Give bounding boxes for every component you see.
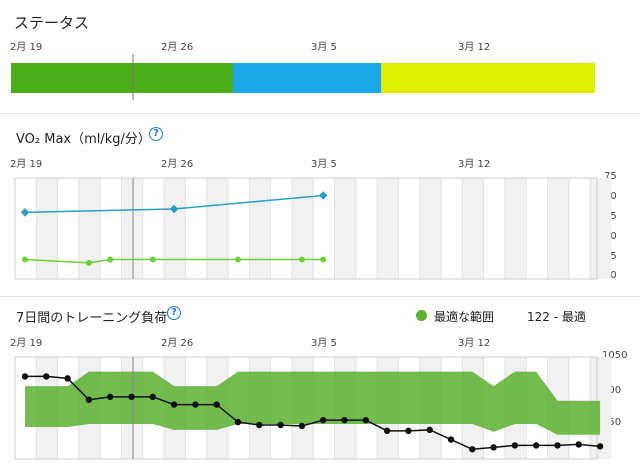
load-date-1: 2月 26 (161, 338, 194, 349)
status-date-0: 2月 19 (10, 42, 43, 53)
load-status-value: 122 - 最適 (527, 310, 586, 324)
load-point (85, 396, 93, 403)
vo2-point (235, 256, 241, 263)
load-ytick-0: 1050 (602, 350, 628, 361)
vo2-date-3: 3月 12 (458, 159, 491, 170)
vo2-grid-col (419, 178, 441, 279)
vo2-point (298, 256, 305, 263)
load-help-icon[interactable]: ? (167, 306, 181, 320)
vo2-point (85, 259, 92, 266)
vo2-plot-frame (14, 177, 598, 280)
load-date-3: 3月 12 (458, 338, 491, 349)
divider-2 (0, 296, 640, 297)
load-point (298, 422, 306, 430)
vo2-point (169, 204, 179, 214)
load-point (149, 393, 156, 401)
legend-optimal-swatch (416, 310, 427, 321)
load-point (192, 401, 199, 408)
load-point (575, 441, 582, 448)
vo2-grid-col (78, 178, 101, 279)
load-point (405, 427, 412, 435)
load-point (447, 436, 455, 443)
vo2-point (320, 256, 327, 263)
load-point (341, 416, 348, 424)
load-point (511, 442, 519, 449)
vo2-grid-col (590, 178, 612, 279)
status-date-3: 3月 12 (458, 42, 491, 53)
vo2-point (22, 256, 28, 263)
status-date-1: 2月 26 (161, 42, 194, 53)
vo2-point (318, 191, 328, 200)
vo2-point (107, 256, 114, 263)
vo2-date-0: 2月 19 (10, 159, 43, 170)
vo2-grid-col (377, 178, 399, 279)
vo2-grid-col (121, 178, 143, 279)
load-series-line (25, 375, 601, 451)
vo2-date-1: 2月 26 (161, 159, 194, 170)
load-date-2: 3月 5 (311, 338, 337, 349)
load-point (320, 416, 327, 424)
load-ytick-1: 700 (602, 385, 622, 396)
load-point (490, 444, 497, 451)
vo2-grid-col (249, 178, 271, 279)
status-segment-2[interactable] (381, 63, 595, 93)
vo2-point (149, 256, 156, 263)
load-ytick-2: 350 (602, 417, 622, 428)
load-point (64, 375, 71, 382)
vo2-grid-col (334, 178, 356, 279)
status-date-2: 3月 5 (311, 42, 337, 53)
load-point (277, 421, 284, 429)
load-point (533, 442, 540, 449)
load-point (128, 393, 135, 401)
vo2-help-icon[interactable]: ? (149, 127, 163, 141)
load-point (426, 426, 433, 434)
vo2-grid-col (164, 178, 186, 279)
load-point (383, 427, 391, 435)
load-point (170, 401, 178, 408)
divider-1 (0, 113, 640, 114)
load-point (21, 373, 29, 380)
vo2-grid-col (547, 178, 569, 279)
vo2-grid-col (206, 178, 228, 279)
vo2-ytick-0: 75 (604, 171, 617, 182)
load-point (213, 401, 220, 408)
vo2-grid-col (36, 178, 58, 279)
vo2-grid-col (291, 178, 314, 279)
vo2-title: VO₂ Max（ml/kg/分） (16, 132, 151, 147)
status-title: ステータス (14, 14, 90, 32)
status-segment-0[interactable] (11, 63, 233, 93)
vo2-grid-col (462, 178, 484, 279)
load-title: 7日間のトレーニング負荷 (16, 311, 168, 326)
load-point (596, 443, 604, 450)
load-point (43, 373, 50, 380)
vo2-date-2: 3月 5 (311, 159, 337, 170)
load-point (362, 416, 369, 424)
load-point (234, 418, 242, 426)
status-segment-1[interactable] (233, 63, 381, 93)
load-point (469, 446, 476, 453)
load-date-0: 2月 19 (10, 338, 43, 349)
load-point (256, 421, 263, 429)
legend-optimal-label: 最適な範囲 (434, 310, 495, 324)
load-optimal-band (25, 371, 601, 435)
load-point (554, 442, 561, 449)
vo2-grid-col (504, 178, 527, 279)
load-point (107, 393, 114, 401)
